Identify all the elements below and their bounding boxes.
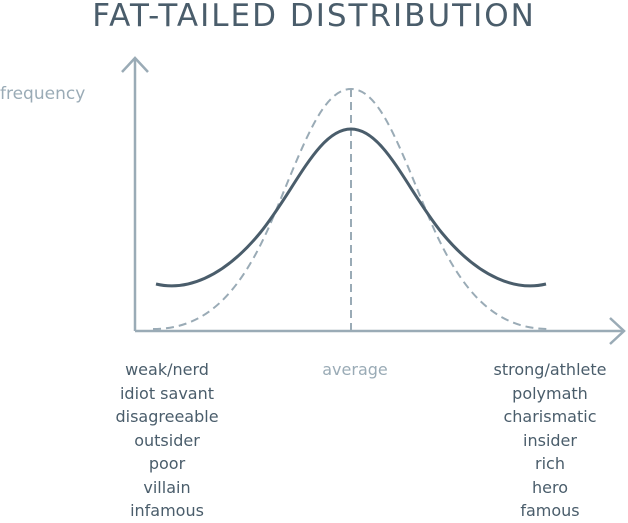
average-label: average [322, 360, 388, 379]
left-tail-labels: weak/nerd idiot savant disagreeable outs… [96, 358, 238, 523]
right-label: insider [523, 430, 577, 450]
left-label: outsider [134, 430, 200, 450]
right-tail-labels: strong/athlete polymath charismatic insi… [470, 358, 628, 523]
right-label: polymath [512, 383, 588, 403]
left-label: infamous [130, 501, 204, 520]
diagram-title: FAT-TAILED DISTRIBUTION [92, 0, 536, 34]
right-label: hero [532, 477, 568, 497]
left-label: villain [143, 477, 191, 497]
right-label: charismatic [503, 407, 597, 426]
right-label: strong/athlete [493, 360, 607, 379]
y-axis-label: frequency [0, 84, 86, 104]
left-label: idiot savant [119, 383, 215, 403]
normal-distribution-curve [152, 87, 550, 330]
left-label: weak/nerd [125, 360, 209, 379]
right-label: rich [535, 454, 565, 473]
right-label: famous [520, 501, 580, 520]
left-label: disagreeable [115, 407, 219, 426]
left-label: poor [148, 454, 186, 473]
y-axis-arrowhead [121, 56, 149, 73]
x-axis-arrowhead [609, 317, 626, 345]
fat-tailed-distribution-curve [155, 127, 547, 288]
